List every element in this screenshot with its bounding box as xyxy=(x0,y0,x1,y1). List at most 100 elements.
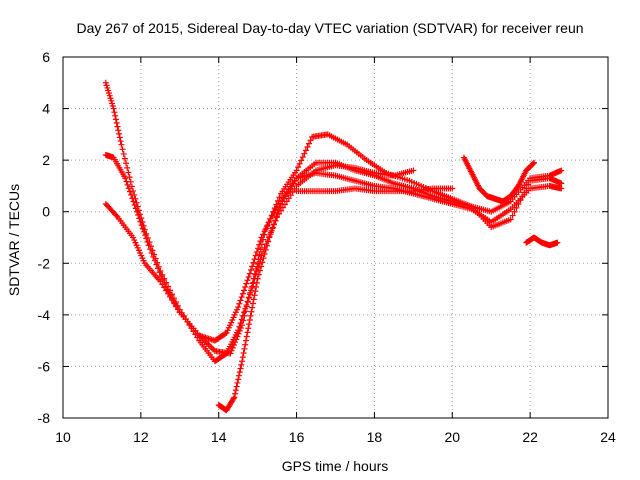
data-point xyxy=(122,175,129,182)
data-point xyxy=(243,303,250,310)
data-point xyxy=(128,183,135,190)
data-point xyxy=(558,180,565,187)
y-tick-label: 6 xyxy=(42,49,50,65)
data-point xyxy=(267,215,274,222)
data-point xyxy=(260,231,267,238)
data-point xyxy=(230,395,237,402)
x-axis-label: GPS time / hours xyxy=(282,458,389,474)
data-point xyxy=(244,298,251,305)
x-tick-label: 22 xyxy=(522,429,538,445)
x-tick-label: 24 xyxy=(600,429,616,445)
data-point xyxy=(249,263,256,270)
data-point xyxy=(126,174,133,181)
data-point xyxy=(306,140,313,147)
data-point xyxy=(257,246,264,253)
data-point xyxy=(148,249,155,256)
data-point xyxy=(236,327,243,334)
data-point xyxy=(289,189,296,196)
data-point xyxy=(140,228,147,235)
data-point xyxy=(156,269,163,276)
data-point xyxy=(119,146,126,153)
data-point xyxy=(235,376,242,383)
data-point xyxy=(554,239,561,246)
data-point xyxy=(237,365,244,372)
chart-title: Day 267 of 2015, Sidereal Day-to-day VTE… xyxy=(76,20,583,36)
series-track-4 xyxy=(215,159,565,414)
data-point xyxy=(296,160,303,167)
data-point xyxy=(270,209,277,216)
data-point xyxy=(287,192,294,199)
data-point xyxy=(293,167,300,174)
data-point xyxy=(244,277,251,284)
data-point xyxy=(261,228,268,235)
data-point xyxy=(511,208,518,215)
data-point xyxy=(239,354,246,361)
data-point xyxy=(262,246,269,253)
data-point xyxy=(147,246,154,253)
data-point xyxy=(235,304,242,311)
data-point xyxy=(256,241,263,248)
data-point xyxy=(266,219,273,226)
data-point xyxy=(531,159,538,166)
data-point xyxy=(121,155,128,162)
data-point xyxy=(157,278,164,285)
data-point xyxy=(252,288,259,295)
data-point xyxy=(261,251,268,258)
data-point xyxy=(238,294,245,301)
data-point xyxy=(507,216,514,223)
data-point xyxy=(170,299,177,306)
data-point xyxy=(530,160,537,167)
data-point xyxy=(263,242,270,249)
data-point xyxy=(135,212,142,219)
data-point xyxy=(253,279,260,286)
data-point xyxy=(137,218,144,225)
data-point xyxy=(169,296,175,303)
data-point xyxy=(251,292,258,299)
data-point xyxy=(517,197,524,204)
data-point xyxy=(248,266,255,273)
data-point xyxy=(113,120,120,127)
data-point xyxy=(307,137,314,144)
data-point xyxy=(237,325,244,332)
data-point xyxy=(513,204,520,211)
data-point xyxy=(242,308,249,315)
data-point xyxy=(232,390,239,397)
data-point xyxy=(276,194,283,201)
data-point xyxy=(154,265,161,272)
data-point xyxy=(276,204,283,211)
data-point xyxy=(242,337,249,344)
data-point xyxy=(163,287,170,294)
data-point xyxy=(251,270,258,277)
data-point xyxy=(523,185,530,192)
data-point xyxy=(234,379,241,386)
data-point xyxy=(242,284,249,291)
data-point xyxy=(116,130,123,137)
data-point xyxy=(558,185,565,192)
data-point xyxy=(264,222,271,229)
data-point xyxy=(254,261,261,268)
data-point xyxy=(116,134,123,141)
data-point xyxy=(240,317,247,324)
data-point xyxy=(268,227,275,234)
data-point xyxy=(240,350,247,357)
y-axis-label: SDTVAR / TECUs xyxy=(6,184,22,296)
data-point xyxy=(232,339,239,346)
data-point xyxy=(558,167,565,174)
data-point xyxy=(248,285,255,292)
data-point xyxy=(243,280,250,287)
data-point xyxy=(151,257,158,264)
data-point xyxy=(236,300,243,307)
data-point xyxy=(253,284,260,291)
data-point xyxy=(449,185,456,192)
series-track-6 xyxy=(460,154,538,205)
data-point xyxy=(237,297,244,304)
data-point xyxy=(250,296,257,303)
data-point xyxy=(123,160,130,167)
series-track-1 xyxy=(102,79,417,365)
data-point xyxy=(161,284,168,291)
series-track-7 xyxy=(523,234,561,249)
data-point xyxy=(298,157,305,164)
data-point xyxy=(301,150,308,157)
